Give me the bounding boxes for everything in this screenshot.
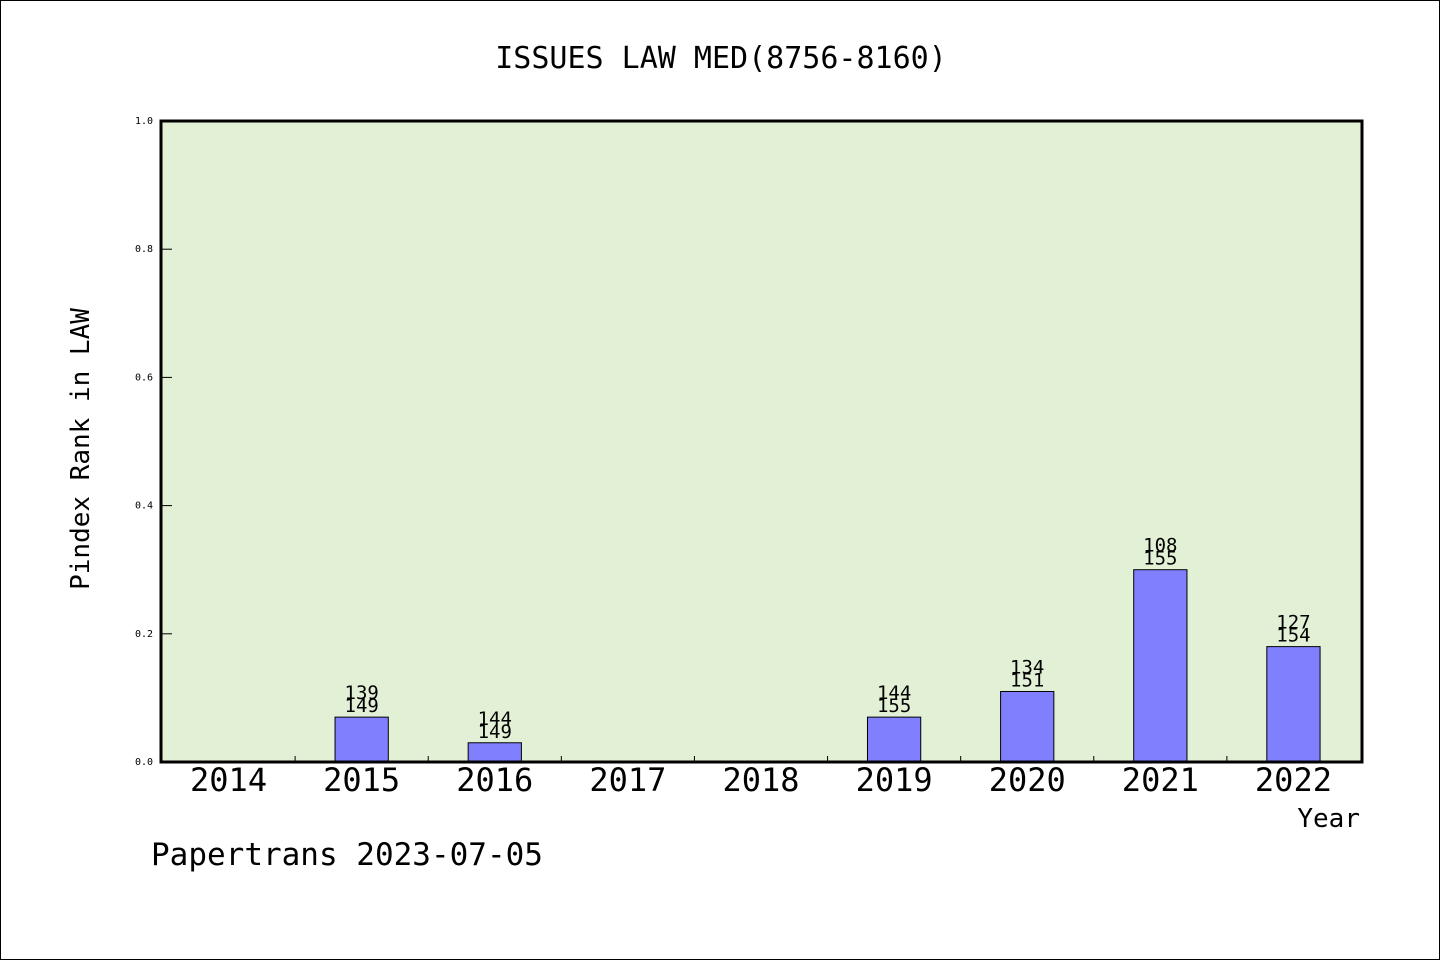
x-tick-label: 2016 xyxy=(456,761,533,799)
data-label-bottom: 149 xyxy=(345,695,379,717)
footer-credit: Papertrans 2023-07-05 xyxy=(151,837,543,873)
data-label-bottom: 149 xyxy=(478,721,512,743)
y-tick-label: 0.6 xyxy=(135,372,153,383)
ticks-layer: 0.0 0.2 0.4 0.6 0.8 1.0 2014 2015 2016 2017 2018 20… xyxy=(135,116,1332,799)
x-tick-label: 2014 xyxy=(190,761,267,799)
y-tick-label: 0.0 xyxy=(135,757,153,768)
bar-2019 xyxy=(866,716,922,763)
data-label-bottom: 151 xyxy=(1010,669,1044,691)
y-tick-label: 1.0 xyxy=(135,116,153,127)
y-tick-label: 0.2 xyxy=(135,629,153,640)
y-axis-label: Pindex Rank in LAW xyxy=(66,308,96,590)
x-axis-label: Year xyxy=(1297,804,1360,834)
x-tick-label: 2018 xyxy=(722,761,799,799)
x-tick-label: 2019 xyxy=(856,761,933,799)
data-label-top: 108 xyxy=(1143,535,1177,557)
plot-frame xyxy=(159,119,1364,764)
data-label-top: 144 xyxy=(478,708,512,730)
data-label-bottom: 154 xyxy=(1276,625,1310,647)
bar-2020 xyxy=(1000,690,1055,763)
bar-2021 xyxy=(1133,569,1188,763)
x-tick-label: 2020 xyxy=(989,761,1066,799)
bar-2022 xyxy=(1266,646,1321,763)
x-tick-label: 2021 xyxy=(1122,761,1199,799)
data-label-bottom: 155 xyxy=(877,695,911,717)
y-tick-label: 0.4 xyxy=(135,501,153,512)
bar-2015 xyxy=(334,716,389,763)
data-label-top: 134 xyxy=(1010,656,1044,678)
x-tick-label: 2015 xyxy=(323,761,400,799)
y-tick-label: 0.8 xyxy=(135,244,153,255)
data-label-top: 144 xyxy=(877,682,911,704)
bars-layer xyxy=(334,569,1321,763)
data-label-top: 127 xyxy=(1276,612,1310,634)
data-label-top: 139 xyxy=(345,682,379,704)
x-tick-label: 2022 xyxy=(1255,761,1332,799)
chart-title: ISSUES LAW MED(8756-8160) xyxy=(495,41,947,76)
bar-2016 xyxy=(467,742,522,763)
data-label-bottom: 155 xyxy=(1143,548,1177,570)
x-tick-label: 2017 xyxy=(589,761,666,799)
